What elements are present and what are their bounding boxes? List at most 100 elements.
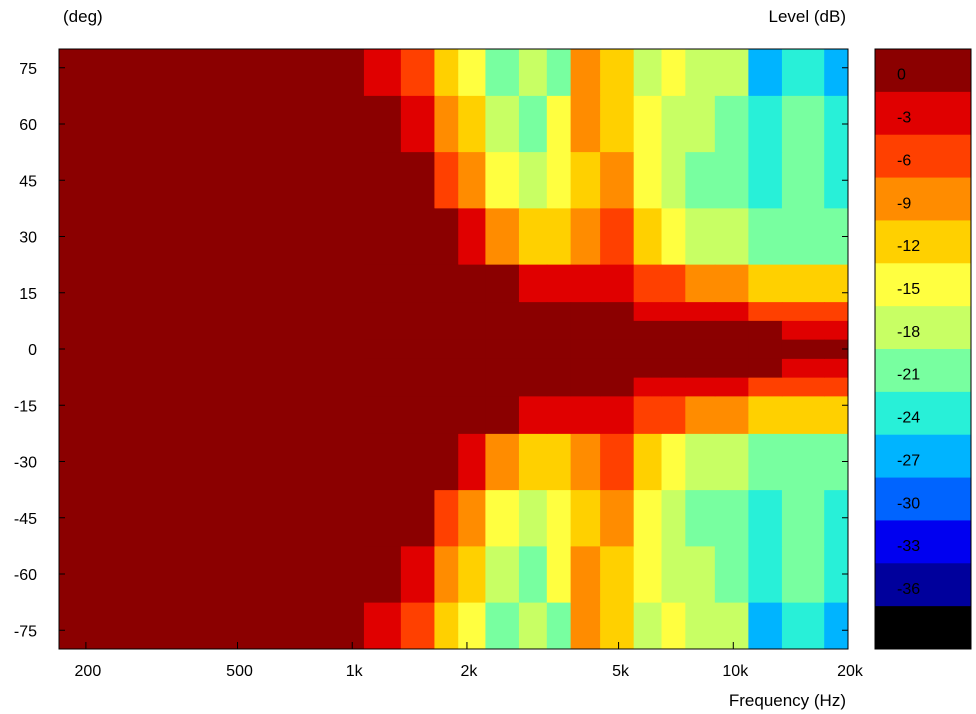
heatmap-cell — [661, 152, 686, 209]
heatmap-cell — [824, 349, 848, 359]
heatmap-cell — [458, 208, 486, 266]
heatmap-cell — [714, 208, 749, 266]
heatmap-cell — [458, 264, 486, 303]
heatmap-cell — [485, 339, 520, 350]
heatmap-cell — [570, 339, 601, 350]
heatmap-cell — [781, 349, 825, 359]
heatmap-cell — [748, 489, 783, 547]
heatmap-cell — [685, 320, 716, 341]
heatmap-cell — [781, 320, 825, 341]
heatmap-cell — [633, 377, 663, 397]
colorbar-label-value: 0 — [897, 67, 906, 84]
heatmap-cell — [363, 349, 402, 359]
heatmap-cell — [518, 395, 548, 434]
heatmap-cell — [458, 489, 486, 547]
heatmap-cell — [400, 489, 435, 547]
heatmap-cell — [661, 320, 686, 341]
heatmap-cell — [714, 602, 749, 649]
heatmap-cell — [633, 95, 663, 153]
heatmap-cell — [824, 489, 848, 547]
heatmap-cell — [600, 349, 635, 359]
heatmap-cell — [518, 545, 548, 603]
heatmap-cell — [714, 95, 749, 153]
heatmap-cell — [661, 349, 686, 359]
colorbar-swatch — [875, 477, 971, 521]
heatmap-cell — [600, 489, 635, 547]
colorbar-swatch — [875, 434, 971, 479]
heatmap-cell — [400, 49, 435, 97]
colorbar-label-value: -39 — [897, 624, 920, 641]
heatmap-cell — [600, 339, 635, 350]
heatmap-cell — [600, 302, 635, 322]
colorbar-swatch — [875, 563, 971, 607]
heatmap-cell — [400, 602, 435, 649]
heatmap-cell — [518, 349, 548, 359]
x-tick-label: 2k — [460, 663, 478, 680]
heatmap-cell — [518, 377, 548, 397]
heatmap-cell — [400, 208, 435, 266]
heatmap-cell — [546, 358, 572, 378]
heatmap-cell — [363, 339, 402, 350]
heatmap-cell — [685, 339, 716, 350]
heatmap-cell — [546, 602, 572, 649]
heatmap-cell — [748, 302, 783, 322]
heatmap-cell — [661, 358, 686, 378]
colorbar-label-value: -21 — [897, 367, 920, 384]
heatmap-cell — [485, 358, 520, 378]
heatmap-cell — [633, 49, 663, 97]
heatmap-cell — [400, 264, 435, 303]
colorbar-label-value: -6 — [897, 152, 911, 169]
heatmap-cell — [518, 49, 548, 97]
heatmap-cell — [363, 433, 402, 491]
heatmap-cell — [781, 264, 825, 303]
y-tick-label: 0 — [28, 342, 37, 359]
colorbar-swatch — [875, 391, 971, 436]
heatmap-cell — [685, 358, 716, 378]
y-tick-label: 15 — [19, 286, 37, 303]
heatmap-cell — [661, 264, 686, 303]
heatmap-cell — [633, 602, 663, 649]
colorbar-frame — [874, 48, 972, 650]
y-tick-label: -30 — [14, 455, 37, 472]
heatmap-cell — [546, 395, 572, 434]
x-axis-label: Frequency (Hz) — [729, 691, 846, 710]
heatmap-cell — [485, 152, 520, 209]
colorbar-swatch — [875, 520, 971, 564]
heatmap-cell — [434, 339, 459, 350]
heatmap-cell — [518, 152, 548, 209]
y-axis: 75 60 45 30 15 0 -15 -30 -45 -60 -75 — [14, 61, 848, 640]
heatmap-cell — [570, 377, 601, 397]
heatmap-cell — [458, 302, 486, 322]
heatmap-cell — [570, 602, 601, 649]
heatmap-cell — [824, 302, 848, 322]
heatmap-cell — [546, 320, 572, 341]
heatmap-cell — [714, 545, 749, 603]
colorbar-swatch — [875, 349, 971, 393]
y-tick-label: 45 — [19, 173, 37, 190]
y-tick-label: -75 — [14, 623, 37, 640]
y-tick-label: 30 — [19, 230, 37, 247]
heatmap-cell — [824, 49, 848, 97]
heatmap-cell — [400, 545, 435, 603]
heatmap-cell — [434, 489, 459, 547]
heatmap-cell — [661, 208, 686, 266]
heatmap-cell — [458, 49, 486, 97]
heatmap-cell — [570, 95, 601, 153]
heatmap-cell — [781, 602, 825, 649]
heatmap-cell — [546, 377, 572, 397]
heatmap-cell — [485, 602, 520, 649]
heatmap-cell — [781, 208, 825, 266]
heatmap-cell — [485, 545, 520, 603]
heatmap-cell — [400, 152, 435, 209]
colorbar-label-value: -15 — [897, 281, 920, 298]
colorbar-label-value: -3 — [897, 110, 911, 127]
heatmap-cell — [685, 433, 716, 491]
colorbar-label-value: -27 — [897, 452, 920, 469]
heatmap-cell — [518, 302, 548, 322]
heatmap-cell — [824, 395, 848, 434]
heatmap-cell — [363, 377, 402, 397]
heatmap-cell — [748, 95, 783, 153]
heatmap-cell — [434, 395, 459, 434]
heatmap-cell — [363, 49, 402, 97]
